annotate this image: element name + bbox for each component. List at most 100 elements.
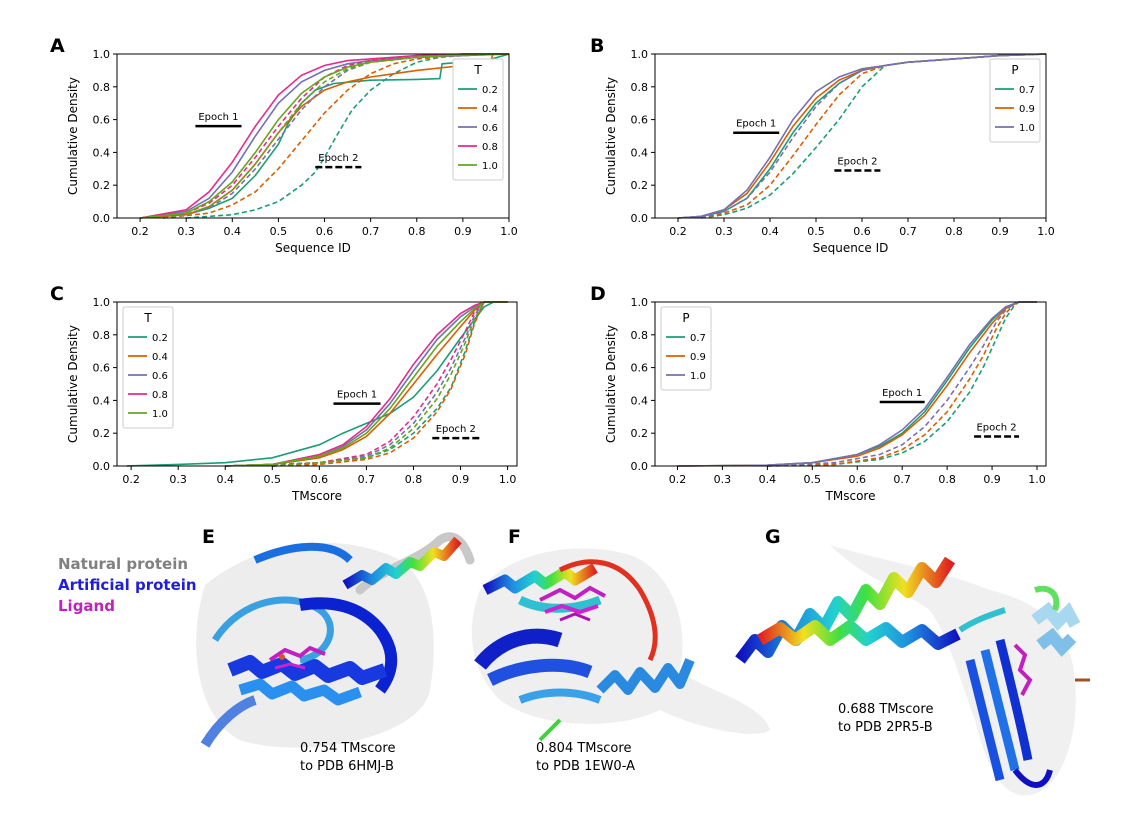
x-axis-label: Sequence ID	[275, 241, 351, 255]
series-line-1-0-epoch2	[272, 301, 508, 467]
series-line-0-6-epoch2	[272, 301, 508, 467]
x-tick-label: 0.7	[358, 473, 376, 486]
x-tick-label: 0.3	[177, 225, 195, 238]
y-tick-label: 0.2	[93, 179, 111, 192]
x-tick-label: 0.5	[804, 473, 822, 486]
x-tick-label: 1.0	[1037, 225, 1055, 238]
x-tick-label: 0.4	[761, 225, 779, 238]
y-tick-label: 0.6	[631, 114, 649, 127]
series-line-0-7-epoch1	[677, 301, 1037, 467]
panel-letter-b: B	[590, 35, 604, 57]
x-tick-label: 0.2	[131, 225, 149, 238]
y-tick-label: 0.8	[631, 81, 649, 94]
x-tick-label: 0.3	[169, 473, 187, 486]
x-tick-label: 0.2	[122, 473, 140, 486]
plot-frame	[116, 301, 518, 467]
y-tick-label: 0.4	[93, 146, 111, 159]
annotation-epoch1-label: Epoch 1	[337, 390, 377, 401]
annotation-epoch1-label: Epoch 1	[198, 112, 238, 123]
legend-entry-0-8: 0.8	[482, 142, 498, 153]
legend-entry-0-2: 0.2	[482, 85, 498, 96]
series-line-1-0-epoch1	[677, 301, 1037, 467]
series-line-0-9-epoch1	[677, 301, 1037, 467]
key-ligand: Ligand	[58, 597, 115, 615]
x-tick-label: 1.0	[500, 225, 518, 238]
x-axis-label: TMscore	[291, 489, 342, 503]
legend-title: P	[682, 311, 689, 325]
series-line-0-9-epoch2	[767, 301, 1037, 467]
y-tick-label: 0.8	[631, 329, 649, 342]
key-natural-protein: Natural protein	[58, 555, 188, 573]
legend-entry-0-6: 0.6	[482, 123, 498, 134]
series-line-0-2-epoch1	[140, 53, 510, 219]
legend-entry-1-0: 1.0	[690, 371, 706, 382]
y-tick-label: 0.4	[631, 146, 649, 159]
x-tick-label: 0.5	[270, 225, 288, 238]
x-tick-label: 0.4	[224, 225, 242, 238]
x-axis-label: Sequence ID	[813, 241, 889, 255]
legend-entry-0-2: 0.2	[152, 333, 168, 344]
panel-letter-g: G	[765, 526, 781, 548]
plot-frame	[116, 53, 510, 219]
y-tick-label: 0.6	[631, 362, 649, 375]
y-axis-label: Cumulative Density	[66, 77, 80, 195]
x-tick-label: 0.8	[938, 473, 956, 486]
legend-title: P	[1011, 63, 1018, 77]
y-tick-label: 0.2	[631, 427, 649, 440]
y-axis-label: Cumulative Density	[66, 325, 80, 443]
legend-box	[989, 58, 1041, 143]
series-line-1-0-epoch1	[677, 53, 1047, 219]
legend-title: T	[473, 63, 482, 77]
y-tick-label: 1.0	[631, 48, 649, 61]
x-tick-label: 0.5	[807, 225, 825, 238]
chart-panel-a: 0.2 0.3 0.4 0.5 0.6 0.7 0.8 0.9 1.0 0.0 0.2 0.4 0.6 0…	[66, 48, 518, 255]
panel-letter-c: C	[50, 283, 64, 305]
y-tick-label: 1.0	[631, 296, 649, 309]
y-tick-label: 0.4	[93, 394, 111, 407]
chart-panel-b: 0.2 0.3 0.4 0.5 0.6 0.7 0.8 0.9 1.0 0.0 0.2 0.4 0.6 0…	[604, 48, 1055, 255]
x-tick-label: 0.5	[264, 473, 282, 486]
caption-g-line2: to PDB 2PR5-B	[838, 720, 933, 735]
x-tick-label: 0.4	[759, 473, 777, 486]
x-tick-label: 0.6	[316, 225, 334, 238]
y-tick-label: 0.0	[93, 212, 111, 225]
series-line-0-4-epoch1	[225, 301, 508, 467]
legend-entry-0-8: 0.8	[152, 390, 168, 401]
x-tick-label: 0.3	[714, 473, 732, 486]
y-tick-label: 0.6	[93, 114, 111, 127]
legend-entry-0-9: 0.9	[690, 352, 706, 363]
x-tick-label: 0.6	[311, 473, 329, 486]
legend-entry-0-9: 0.9	[1019, 104, 1035, 115]
y-tick-label: 0.8	[93, 329, 111, 342]
x-tick-label: 0.7	[893, 473, 911, 486]
series-line-0-8-epoch2	[272, 301, 508, 467]
legend-entry-0-7: 0.7	[690, 333, 706, 344]
annotation-epoch1-label: Epoch 1	[736, 119, 776, 130]
y-tick-label: 1.0	[93, 296, 111, 309]
caption-g-line1: 0.688 TMscore	[838, 702, 933, 717]
series-line-0-8-epoch1	[225, 301, 508, 467]
x-tick-label: 0.8	[408, 225, 426, 238]
series-line-0-6-epoch1	[225, 301, 508, 467]
annotation-epoch2-label: Epoch 2	[837, 156, 877, 167]
chart-panel-c: 0.2 0.3 0.4 0.5 0.6 0.7 0.8 0.9 1.0 0.0 0.2 0.4 0.6 0…	[66, 296, 518, 503]
x-tick-label: 0.2	[669, 225, 687, 238]
chart-panel-d: 0.2 0.3 0.4 0.5 0.6 0.7 0.8 0.9 1.0 0.0 0.2 0.4 0.6 0…	[604, 296, 1047, 503]
y-tick-label: 1.0	[93, 48, 111, 61]
x-tick-label: 0.9	[983, 473, 1001, 486]
legend-entry-1-0: 1.0	[482, 161, 498, 172]
y-tick-label: 0.8	[93, 81, 111, 94]
series-line-1-0-epoch2	[767, 301, 1037, 467]
series-line-0-8-epoch2	[162, 53, 510, 219]
plot-frame	[654, 301, 1047, 467]
y-tick-label: 0.2	[631, 179, 649, 192]
legend-entry-0-4: 0.4	[152, 352, 168, 363]
panel-letter-d: D	[590, 283, 606, 305]
series-line-0-2-epoch2	[186, 53, 509, 219]
y-axis-label: Cumulative Density	[604, 77, 618, 195]
protein-structure-e-image	[196, 532, 475, 748]
key-artificial-protein: Artificial protein	[58, 576, 197, 594]
x-tick-label: 0.9	[991, 225, 1009, 238]
caption-e-line2: to PDB 6HMJ-B	[300, 759, 394, 774]
legend-title: T	[143, 311, 152, 325]
